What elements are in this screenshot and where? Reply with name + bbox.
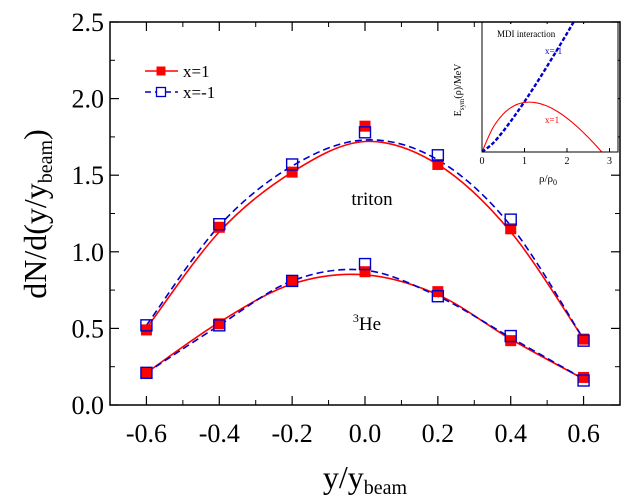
data-point-triton-xm1 <box>213 218 226 231</box>
inset-y-axis-title-rest: (ρ)/MeV <box>453 63 464 99</box>
data-point-triton-xm1 <box>504 213 517 226</box>
y-axis-title: dN/d(y/ybeam) <box>17 129 57 299</box>
data-point-triton-x1 <box>140 324 152 336</box>
inset-series-lines <box>482 22 603 152</box>
data-point-3He-xm1 <box>431 290 445 303</box>
inset-x-axis-title-main: ρ/ρ <box>539 173 554 185</box>
data-point-3He-xm1 <box>577 374 590 387</box>
inset-x-axis-title-sub: 0 <box>553 178 557 187</box>
data-point-triton-x1 <box>213 221 225 233</box>
inset-x-tick-label: 0 <box>480 156 485 167</box>
legend: x=1 x=-1 <box>145 62 215 102</box>
y-axis-title-main: dN/d(y/y <box>17 183 53 299</box>
inset-frame <box>481 21 619 153</box>
y-axis-title-sub: beam <box>35 139 57 183</box>
x-tick-label: 0.6 <box>567 419 600 448</box>
legend-x1-label: x=1 <box>183 62 210 81</box>
y-tick-label: 0.5 <box>72 314 105 343</box>
main-series-markers <box>140 120 590 387</box>
inset-x-tick-label: 2 <box>565 156 570 167</box>
x-axis-title-main: y/y <box>323 459 364 495</box>
data-point-3He-xm1 <box>285 274 299 288</box>
main-series-lines <box>145 139 585 380</box>
legend-x1-marker <box>156 66 166 76</box>
x-tick-label: -0.4 <box>199 419 240 448</box>
data-point-3He-x1 <box>286 275 298 287</box>
x-tick-label: 0.4 <box>494 419 527 448</box>
data-point-3He-xm1 <box>358 257 372 271</box>
data-point-3He-x1 <box>213 318 225 330</box>
x-tick-label: 0.0 <box>349 419 382 448</box>
main-plot: -0.6 -0.4 -0.2 0.0 0.2 0.4 0.6 0.0 0.5 1.0 1.5 2.0 2… <box>17 8 621 499</box>
inset-x-tick-label: 3 <box>607 156 612 167</box>
data-point-3He-x1 <box>578 371 590 383</box>
inset-x-tick-label: 1 <box>522 156 527 167</box>
inset-label-xm1: x=-1 <box>545 46 562 56</box>
data-point-3He-x1 <box>432 286 444 298</box>
x-tick-label: 0.2 <box>422 419 455 448</box>
annotation-triton: triton <box>351 189 393 210</box>
x-axis-title-sub: beam <box>364 477 408 499</box>
x-tick-label: -0.6 <box>126 419 167 448</box>
inset-title: MDI interaction <box>497 29 556 39</box>
x-tick-label: -0.2 <box>272 419 313 448</box>
y-tick-label: 2.0 <box>72 85 105 114</box>
series-line-triton-x1 <box>145 140 585 340</box>
data-point-triton-x1 <box>286 166 298 178</box>
data-point-triton-xm1 <box>358 126 372 139</box>
annotation-he3-symbol: He <box>359 314 381 335</box>
y-tick-label: 1.0 <box>72 238 105 267</box>
inset-series-line-x1 <box>482 101 603 152</box>
annotation-he3-mass-number: 3 <box>353 311 359 325</box>
data-point-3He-x1 <box>505 335 517 347</box>
data-point-triton-xm1 <box>577 334 590 347</box>
inset-axis-ticks: 0 1 2 3 <box>480 148 612 167</box>
y-axis-title-close: ) <box>17 129 53 140</box>
inset-y-axis-title: Esym(ρ)/MeV <box>453 63 466 117</box>
y-tick-label: 0.0 <box>72 391 105 420</box>
data-point-3He-x1 <box>359 266 371 278</box>
y-tick-label: 2.5 <box>72 8 105 37</box>
data-point-3He-xm1 <box>504 329 517 343</box>
data-point-triton-x1 <box>578 333 590 345</box>
inset-background <box>478 24 618 154</box>
legend-xm1-label: x=-1 <box>183 83 215 102</box>
annotation-he3: 3He <box>353 311 381 335</box>
inset-y-axis-title-sub: sym <box>458 98 466 110</box>
inset-label-x1: x=1 <box>545 115 559 125</box>
data-point-triton-x1 <box>432 158 444 170</box>
data-point-triton-xm1 <box>140 319 153 332</box>
inset-series-line-xm1 <box>482 22 576 152</box>
data-point-3He-x1 <box>140 367 152 379</box>
main-axis-ticks: -0.6 -0.4 -0.2 0.0 0.2 0.4 0.6 0.0 0.5 1.0 1.5 2.0 2… <box>72 8 621 448</box>
data-point-3He-xm1 <box>140 366 153 380</box>
inset-x-axis-title: ρ/ρ0 <box>539 173 557 187</box>
x-axis-title: y/ybeam <box>323 459 408 499</box>
data-point-3He-xm1 <box>213 319 226 332</box>
data-point-triton-xm1 <box>431 149 445 162</box>
legend-xm1-marker <box>155 86 167 98</box>
inset-y-axis-title-main: E <box>453 110 464 116</box>
y-tick-label: 1.5 <box>72 161 105 190</box>
data-point-triton-xm1 <box>285 158 299 171</box>
data-point-triton-x1 <box>505 223 517 235</box>
